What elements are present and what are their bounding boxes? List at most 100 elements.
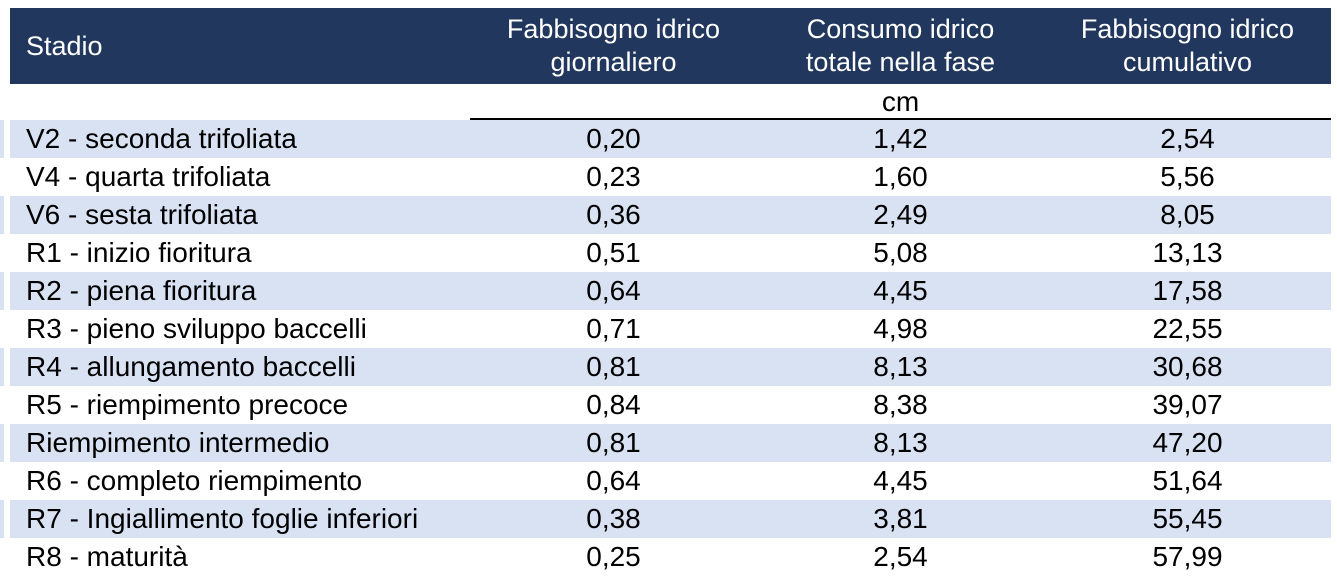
row-edge-sliver xyxy=(0,538,4,576)
cell-daily: 0,20 xyxy=(586,123,641,154)
table-row: R5 - riempimento precoce 0,84 8,38 39,07 xyxy=(0,386,1337,424)
unit-label: cm xyxy=(881,86,920,117)
header-label-stadio: Stadio xyxy=(26,30,103,61)
table-row: V2 - seconda trifoliata 0,20 1,42 2,54 xyxy=(0,120,1337,158)
cell-stadio: V2 - seconda trifoliata xyxy=(26,123,297,154)
header-cell-fabbisogno-giornaliero: Fabbisogno idrico giornaliero xyxy=(470,8,757,84)
cell-phase-total: 2,49 xyxy=(873,199,928,230)
header-label-line1: Fabbisogno idrico xyxy=(1080,14,1295,44)
unit-row-spacer xyxy=(10,84,470,120)
row-edge-sliver xyxy=(0,272,4,310)
table-row: Riempimento intermedio 0,81 8,13 47,20 xyxy=(0,424,1337,462)
cell-daily: 0,51 xyxy=(586,237,641,268)
cell-daily: 0,81 xyxy=(586,351,641,382)
cell-cumulative: 5,56 xyxy=(1160,161,1215,192)
cell-phase-total: 4,45 xyxy=(873,275,928,306)
cell-daily: 0,23 xyxy=(586,161,641,192)
row-edge-sliver xyxy=(0,462,4,500)
row-edge-gap xyxy=(4,462,10,500)
header-cell-consumo-fase: Consumo idrico totale nella fase xyxy=(757,8,1044,84)
unit-row-rule: cm xyxy=(470,84,1331,120)
cell-phase-total: 8,13 xyxy=(873,427,928,458)
header-label-line1: Fabbisogno idrico xyxy=(506,14,721,44)
cell-phase-total: 2,54 xyxy=(873,541,928,572)
table-row: R1 - inizio fioritura 0,51 5,08 13,13 xyxy=(0,234,1337,272)
cell-daily: 0,71 xyxy=(586,313,641,344)
cell-phase-total: 4,98 xyxy=(873,313,928,344)
cell-stadio: V6 - sesta trifoliata xyxy=(26,199,258,230)
cell-phase-total: 5,08 xyxy=(873,237,928,268)
row-edge-gap xyxy=(4,234,10,272)
table-row: R6 - completo riempimento 0,64 4,45 51,6… xyxy=(0,462,1337,500)
row-edge-sliver xyxy=(0,386,4,424)
cell-phase-total: 3,81 xyxy=(873,503,928,534)
table-row: R7 - Ingiallimento foglie inferiori 0,38… xyxy=(0,500,1337,538)
row-edge-gap xyxy=(4,158,10,196)
row-edge-sliver xyxy=(0,196,4,234)
header-cell-fabbisogno-cumulativo: Fabbisogno idrico cumulativo xyxy=(1044,8,1331,84)
row-edge-sliver xyxy=(0,348,4,386)
header-label-line2: giornaliero xyxy=(550,47,677,77)
header-label-line2: cumulativo xyxy=(1122,47,1253,77)
cell-daily: 0,84 xyxy=(586,389,641,420)
cell-daily: 0,36 xyxy=(586,199,641,230)
cell-stadio: R7 - Ingiallimento foglie inferiori xyxy=(26,503,419,534)
row-edge-gap xyxy=(4,120,10,158)
cell-phase-total: 4,45 xyxy=(873,465,928,496)
cell-cumulative: 22,55 xyxy=(1152,313,1223,344)
row-edge-sliver xyxy=(0,158,4,196)
header-label-line2: totale nella fase xyxy=(805,47,996,77)
cell-cumulative: 55,45 xyxy=(1152,503,1223,534)
table-row: V6 - sesta trifoliata 0,36 2,49 8,05 xyxy=(0,196,1337,234)
table-header-row: Stadio Fabbisogno idrico giornaliero Con… xyxy=(10,8,1331,84)
row-edge-gap xyxy=(4,424,10,462)
cell-cumulative: 30,68 xyxy=(1152,351,1223,382)
cell-stadio: R3 - pieno sviluppo baccelli xyxy=(26,313,367,344)
cell-stadio: R5 - riempimento precoce xyxy=(26,389,349,420)
table-body: V2 - seconda trifoliata 0,20 1,42 2,54 V… xyxy=(0,120,1337,576)
cell-stadio: R2 - piena fioritura xyxy=(26,275,257,306)
row-edge-gap xyxy=(4,538,10,576)
cell-phase-total: 1,60 xyxy=(873,161,928,192)
cell-stadio: Riempimento intermedio xyxy=(26,427,330,458)
cell-phase-total: 1,42 xyxy=(873,123,928,154)
row-edge-sliver xyxy=(0,234,4,272)
unit-row: cm xyxy=(10,84,1331,120)
cell-cumulative: 2,54 xyxy=(1160,123,1215,154)
cell-stadio: R4 - allungamento baccelli xyxy=(26,351,356,382)
row-edge-gap xyxy=(4,386,10,424)
cell-phase-total: 8,13 xyxy=(873,351,928,382)
header-label-line1: Consumo idrico xyxy=(806,14,995,44)
row-edge-gap xyxy=(4,310,10,348)
row-edge-gap xyxy=(4,196,10,234)
header-cell-stadio: Stadio xyxy=(10,8,470,84)
row-edge-gap xyxy=(4,272,10,310)
row-edge-sliver xyxy=(0,310,4,348)
cell-stadio: R1 - inizio fioritura xyxy=(26,237,252,268)
cell-cumulative: 8,05 xyxy=(1160,199,1215,230)
cell-daily: 0,64 xyxy=(586,275,641,306)
cell-cumulative: 13,13 xyxy=(1152,237,1223,268)
cell-phase-total: 8,38 xyxy=(873,389,928,420)
cell-stadio: R8 - maturità xyxy=(26,541,188,572)
cell-cumulative: 57,99 xyxy=(1152,541,1223,572)
cell-cumulative: 47,20 xyxy=(1152,427,1223,458)
table-row: R2 - piena fioritura 0,64 4,45 17,58 xyxy=(0,272,1337,310)
row-edge-gap xyxy=(4,348,10,386)
cell-daily: 0,81 xyxy=(586,427,641,458)
table-row: R4 - allungamento baccelli 0,81 8,13 30,… xyxy=(0,348,1337,386)
table-row: R3 - pieno sviluppo baccelli 0,71 4,98 2… xyxy=(0,310,1337,348)
cell-daily: 0,38 xyxy=(586,503,641,534)
cell-daily: 0,25 xyxy=(586,541,641,572)
table-row: V4 - quarta trifoliata 0,23 1,60 5,56 xyxy=(0,158,1337,196)
row-edge-sliver xyxy=(0,120,4,158)
cell-stadio: R6 - completo riempimento xyxy=(26,465,363,496)
row-edge-sliver xyxy=(0,424,4,462)
cell-daily: 0,64 xyxy=(586,465,641,496)
cell-cumulative: 39,07 xyxy=(1152,389,1223,420)
row-edge-sliver xyxy=(0,500,4,538)
cell-cumulative: 51,64 xyxy=(1152,465,1223,496)
cell-cumulative: 17,58 xyxy=(1152,275,1223,306)
row-edge-gap xyxy=(4,500,10,538)
